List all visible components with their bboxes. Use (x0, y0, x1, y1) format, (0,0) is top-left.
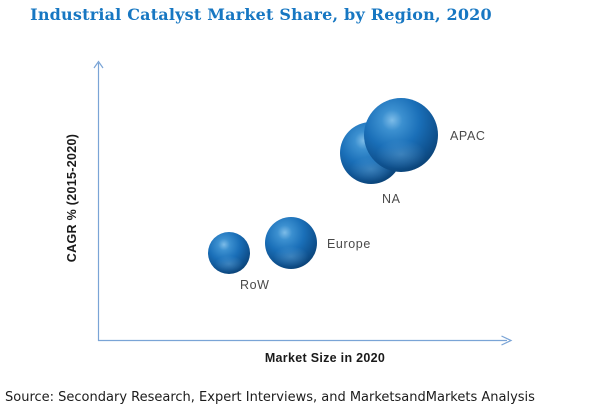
y-axis-title: CAGR % (2015-2020) (65, 134, 79, 262)
bubble-label-row: RoW (240, 278, 270, 292)
bubble-label-apac: APAC (450, 129, 486, 143)
x-axis-title: Market Size in 2020 (265, 351, 385, 365)
bubble-label-europe: Europe (327, 237, 371, 251)
bubble-sheen-row (214, 255, 244, 273)
bubble-layer: NA APAC Europe RoW (208, 98, 486, 292)
bubble-sheen-apac (375, 139, 427, 170)
y-axis-arrow-icon (93, 60, 104, 69)
chart-title: Industrial Catalyst Market Share, by Reg… (30, 5, 492, 24)
axes (93, 60, 513, 346)
x-axis-arrow-icon (501, 335, 513, 346)
source-note: Source: Secondary Research, Expert Inter… (5, 390, 535, 405)
bubble-label-na: NA (382, 192, 401, 206)
bubble-sheen-europe (273, 246, 309, 267)
